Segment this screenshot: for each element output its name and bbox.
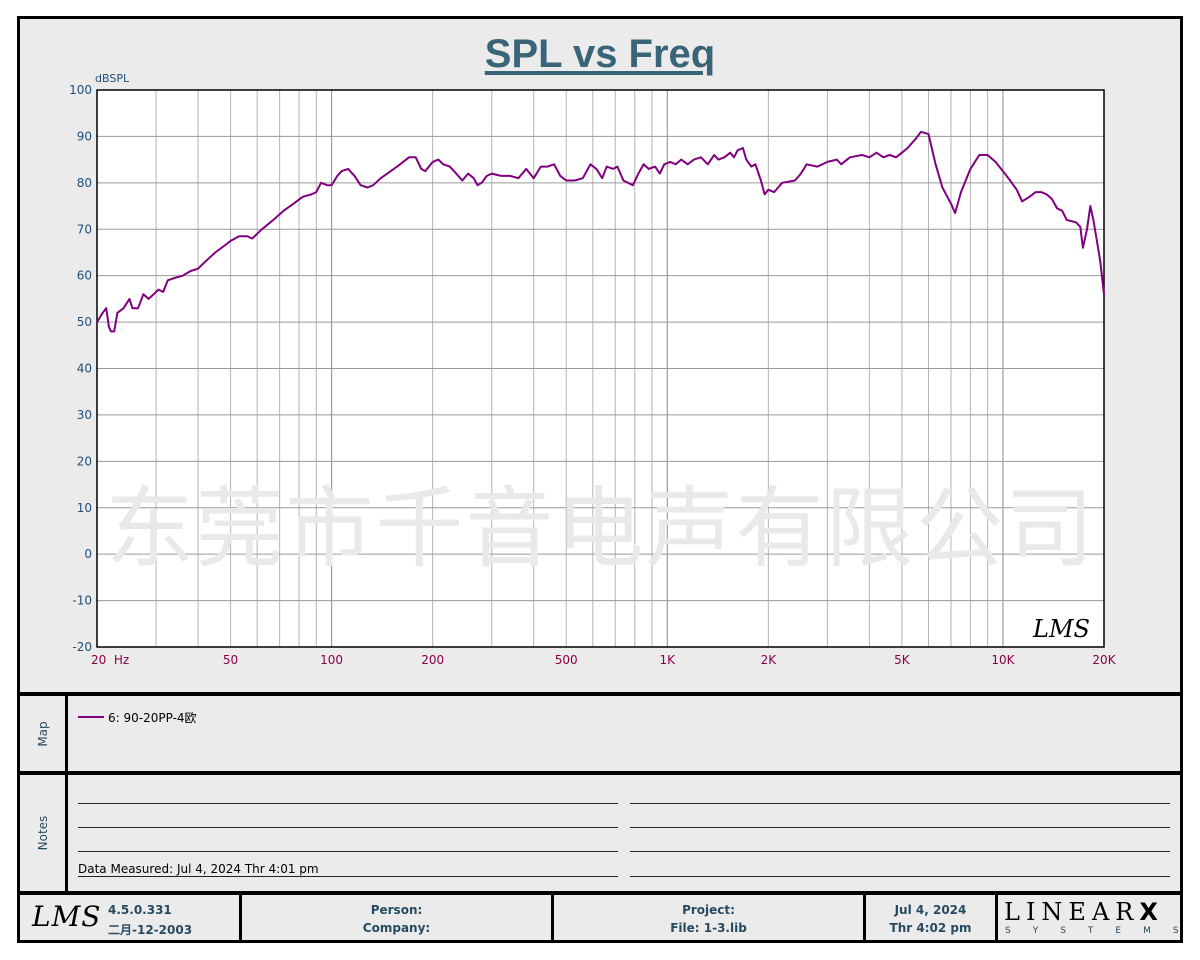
x-tick-label: 2K (761, 653, 778, 667)
notes-line[interactable] (78, 876, 618, 877)
divider-notes-footer (17, 891, 1183, 895)
notes-label: Notes (36, 815, 50, 851)
linearx-logo: LINEARX (1004, 898, 1158, 926)
version-date: 二月-12-2003 (108, 923, 193, 937)
y-tick-label: 70 (77, 222, 92, 236)
version-text: 4.5.0.331 (108, 903, 172, 917)
notes-line[interactable] (630, 827, 1170, 828)
x-tick-label: 200 (421, 653, 444, 667)
project-label: Project: (682, 903, 735, 917)
legend-entry: 6: 90-20PP-4欧 (108, 711, 197, 725)
footer-divider (863, 894, 866, 942)
panel-label-divider (65, 694, 68, 893)
data-measured-text: Data Measured: Jul 4, 2024 Thr 4:01 pm (78, 862, 319, 876)
x-tick-label: 50 (223, 653, 238, 667)
spl-chart: 东莞市千音电声有限公司1009080706050403020100-10-20d… (69, 72, 1117, 667)
legend-swatch (78, 716, 104, 718)
y-axis-label: dBSPL (95, 72, 130, 85)
file-label: File: 1-3.lib (670, 921, 747, 935)
notes-line[interactable] (630, 851, 1170, 852)
notes-line[interactable] (630, 876, 1170, 877)
x-tick-label: 20K (1092, 653, 1116, 667)
plot-border (96, 89, 1105, 648)
y-tick-label: -20 (72, 640, 92, 654)
chart-title: SPL vs Freq (484, 32, 716, 76)
y-tick-label: 0 (84, 547, 92, 561)
divider-chart-map (17, 692, 1183, 696)
systems-text: SYSTEMS (1005, 926, 1200, 936)
footer-divider (995, 894, 998, 942)
notes-line[interactable] (78, 827, 618, 828)
x-tick-label: 500 (555, 653, 578, 667)
x-tick-label: 5K (894, 653, 911, 667)
y-tick-label: 100 (69, 83, 92, 97)
x-tick-label: 10K (991, 653, 1015, 667)
notes-line[interactable] (630, 803, 1170, 804)
notes-line[interactable] (78, 803, 618, 804)
y-tick-label: -10 (72, 594, 92, 608)
y-tick-label: 60 (77, 269, 92, 283)
y-tick-label: 90 (77, 129, 92, 143)
y-tick-label: 50 (77, 315, 92, 329)
company-label: Company: (362, 921, 431, 935)
footer-time: Thr 4:02 pm (889, 921, 972, 935)
series-line (96, 130, 1105, 333)
x-tick-label: 20 Hz (91, 653, 129, 667)
y-tick-label: 10 (77, 501, 92, 515)
y-tick-label: 30 (77, 408, 92, 422)
map-label: Map (36, 721, 50, 747)
x-tick-label: 1K (660, 653, 677, 667)
linearx-brand: LINEAR (1004, 898, 1140, 926)
footer-divider (551, 894, 554, 942)
footer-divider (239, 894, 242, 942)
notes-line[interactable] (78, 851, 618, 852)
linearx-x: X (1139, 898, 1158, 926)
person-label: Person: (370, 903, 423, 917)
x-tick-label: 100 (320, 653, 343, 667)
watermark-text: 东莞市千音电声有限公司 (105, 477, 1095, 580)
footer-date: Jul 4, 2024 (894, 903, 967, 917)
plot-lms-logo: LMS (1032, 615, 1090, 643)
y-tick-label: 40 (77, 362, 92, 376)
y-tick-label: 80 (77, 176, 92, 190)
divider-map-notes (17, 771, 1183, 775)
lms-logo: LMS (32, 900, 102, 933)
y-tick-label: 20 (77, 454, 92, 468)
